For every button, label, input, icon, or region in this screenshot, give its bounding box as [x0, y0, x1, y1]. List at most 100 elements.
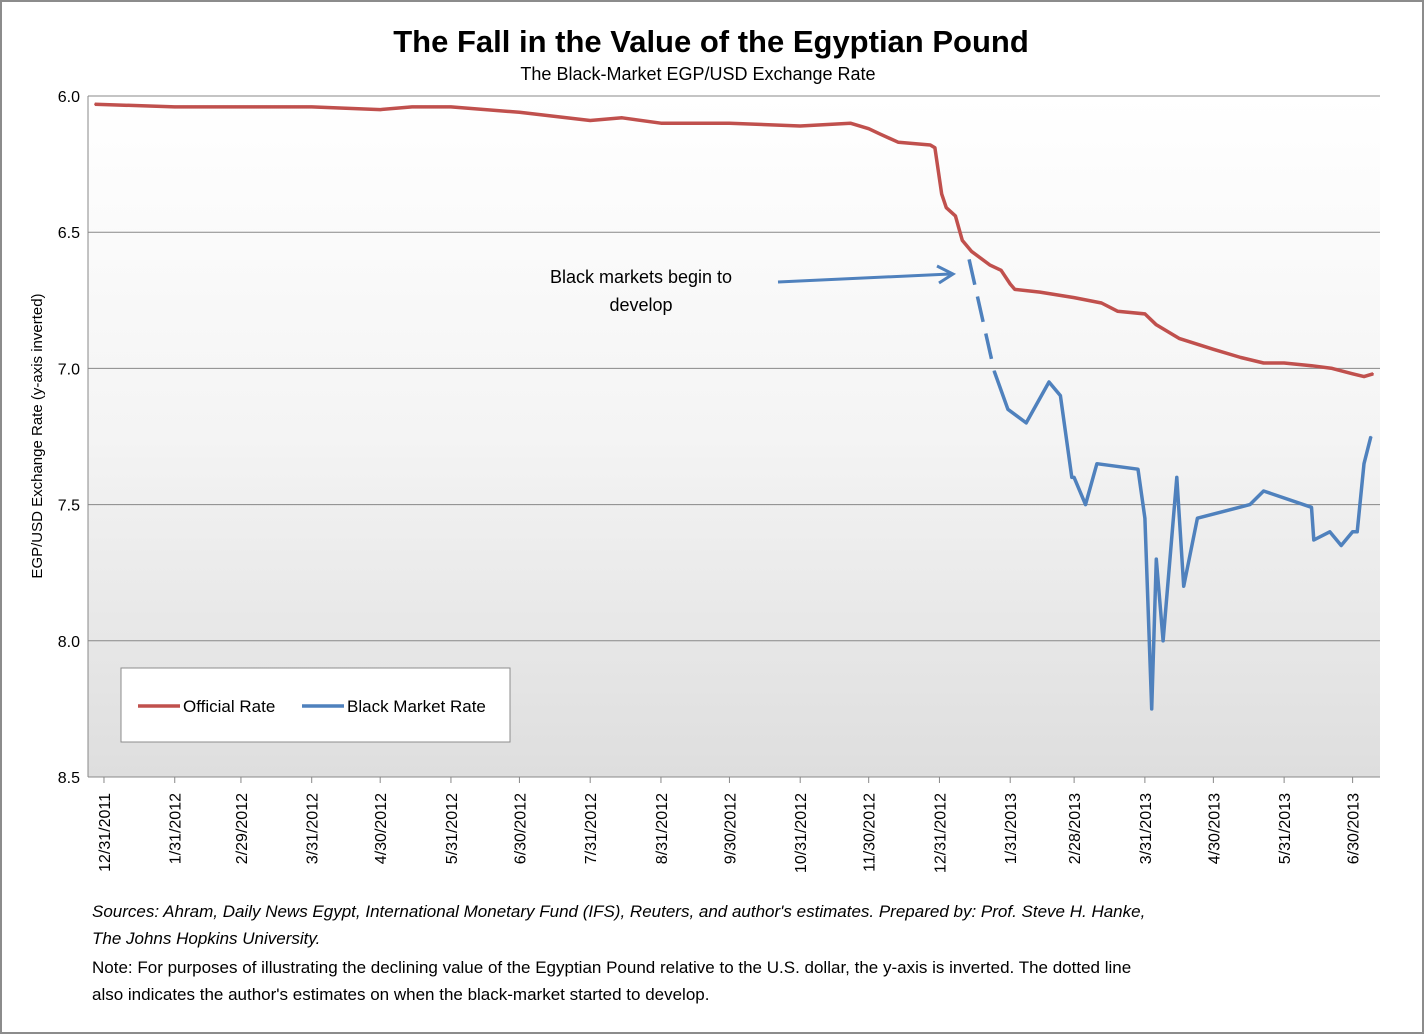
data-point-official-rate — [1013, 288, 1016, 291]
data-point-official-rate — [310, 106, 313, 108]
data-point-black-market-rate — [1249, 503, 1251, 506]
data-point-official-rate — [1363, 375, 1365, 378]
data-point-official-rate — [1351, 373, 1354, 375]
data-point-black-market-rate — [1262, 490, 1265, 492]
x-tick-label: 6/30/2013 — [1346, 793, 1363, 864]
data-point-black-market-rate — [1363, 462, 1365, 465]
data-point-official-rate — [879, 133, 881, 135]
data-point-official-rate — [1262, 362, 1265, 364]
data-point-official-rate — [518, 111, 521, 114]
data-point-official-rate — [1100, 302, 1103, 304]
data-point-black-market-rate — [1313, 539, 1315, 541]
chart-title: The Fall in the Value of the Egyptian Po… — [393, 24, 1029, 59]
y-tick-label: 6.0 — [58, 89, 80, 106]
data-point-official-rate — [379, 108, 381, 111]
annotation: Black markets begin to develop — [550, 264, 957, 315]
data-point-official-rate — [173, 106, 176, 108]
data-point-black-market-rate — [1176, 476, 1178, 479]
data-point-official-rate — [589, 119, 591, 122]
data-point-official-rate — [1000, 269, 1002, 272]
y-tick-label: 8.5 — [58, 770, 80, 787]
x-tick-label: 1/31/2012 — [168, 793, 185, 864]
data-point-black-market-rate — [1059, 394, 1062, 397]
x-tick-label: 3/31/2012 — [305, 793, 322, 864]
data-point-official-rate — [849, 122, 852, 125]
chart-subtitle: The Black-Market EGP/USD Exchange Rate — [520, 64, 875, 84]
data-point-official-rate — [1155, 324, 1158, 326]
data-point-black-market-rate — [1048, 381, 1050, 383]
series-line-black-market-rate-estimated — [967, 259, 996, 372]
series-lines — [94, 102, 1374, 711]
legend: Official Rate Black Market Rate — [120, 667, 511, 743]
data-point-official-rate — [1331, 367, 1333, 370]
data-point-official-rate — [867, 127, 870, 130]
data-point-black-market-rate — [1137, 468, 1139, 470]
data-point-black-market-rate — [1025, 422, 1027, 424]
data-point-official-rate — [728, 122, 731, 125]
series-line-official-rate — [94, 102, 1374, 379]
data-point-official-rate — [1212, 348, 1215, 351]
data-point-black-market-rate — [1310, 506, 1313, 509]
data-point-black-market-rate — [1073, 476, 1075, 479]
x-tick-label: 3/31/2013 — [1138, 793, 1155, 864]
data-point-official-rate — [1144, 313, 1146, 315]
sources-line-1: Sources: Ahram, Daily News Egypt, Intern… — [92, 902, 1146, 921]
x-tick-label: 10/31/2012 — [793, 793, 810, 873]
data-point-black-market-rate — [1084, 503, 1087, 506]
annotation-arrow — [777, 272, 951, 284]
data-point-black-market-rate — [1155, 558, 1158, 560]
data-point-black-market-rate — [1328, 531, 1331, 533]
data-point-official-rate — [945, 206, 948, 209]
data-point-official-rate — [450, 106, 452, 108]
data-point-black-market-rate — [1356, 531, 1358, 533]
x-tick-label: 7/31/2012 — [583, 793, 600, 864]
data-point-official-rate — [621, 116, 623, 119]
data-point-black-market-rate — [1144, 517, 1146, 520]
data-point-official-rate — [1372, 373, 1374, 375]
x-tick-label: 1/31/2013 — [1003, 793, 1020, 864]
data-point-official-rate — [1116, 310, 1119, 312]
data-point-official-rate — [988, 264, 991, 266]
x-tick-label: 12/31/2012 — [932, 793, 949, 873]
y-tick-label: 6.5 — [58, 225, 80, 242]
data-point-black-market-rate — [1370, 435, 1372, 438]
data-point-official-rate — [1178, 337, 1180, 340]
data-point-official-rate — [929, 144, 932, 146]
data-point-black-market-rate — [1162, 640, 1164, 642]
data-point-black-market-rate — [1007, 408, 1009, 411]
x-tick-label: 4/30/2012 — [373, 793, 390, 864]
data-point-official-rate — [1039, 291, 1041, 293]
x-tick-label: 8/31/2012 — [654, 793, 671, 864]
x-tick-label: 5/31/2012 — [444, 793, 461, 864]
data-point-official-rate — [240, 106, 242, 108]
data-point-official-rate — [970, 250, 973, 253]
data-point-black-market-rate — [993, 370, 996, 372]
data-point-black-market-rate — [1182, 585, 1185, 588]
data-point-official-rate — [1073, 296, 1075, 299]
y-tick-label: 8.0 — [58, 634, 80, 651]
x-tick-label: 2/29/2012 — [234, 793, 251, 864]
data-point-official-rate — [411, 106, 413, 108]
legend-label-official: Official Rate — [183, 697, 275, 716]
y-axis-title: EGP/USD Exchange Rate (y-axis inverted) — [29, 293, 46, 578]
x-tick-label: 4/30/2013 — [1206, 793, 1223, 864]
data-point-black-market-rate — [1071, 476, 1073, 479]
data-point-black-market-rate — [1150, 708, 1153, 710]
x-tick-label: 12/31/2011 — [97, 793, 114, 872]
data-point-official-rate — [1310, 364, 1313, 367]
x-tick-label: 11/30/2012 — [862, 793, 879, 872]
data-point-official-rate — [934, 146, 936, 149]
gridlines — [88, 95, 1380, 778]
data-point-black-market-rate — [1340, 544, 1342, 547]
data-point-black-market-rate — [1096, 462, 1098, 465]
data-point-official-rate — [940, 193, 943, 195]
note-line-1: Note: For purposes of illustrating the d… — [92, 958, 1132, 977]
y-tick-labels: 6.0 6.5 7.0 7.5 8.0 8.5 — [58, 89, 80, 787]
x-tick-labels: 12/31/2011 1/31/2012 2/29/2012 3/31/2012 4/3… — [97, 777, 1363, 873]
note-line-2: also indicates the author's estimates on… — [92, 985, 710, 1004]
y-tick-label: 7.5 — [58, 498, 80, 515]
x-tick-label: 2/28/2013 — [1067, 793, 1084, 864]
data-point-official-rate — [897, 141, 900, 144]
sources-line-2: The Johns Hopkins University. — [92, 929, 321, 948]
